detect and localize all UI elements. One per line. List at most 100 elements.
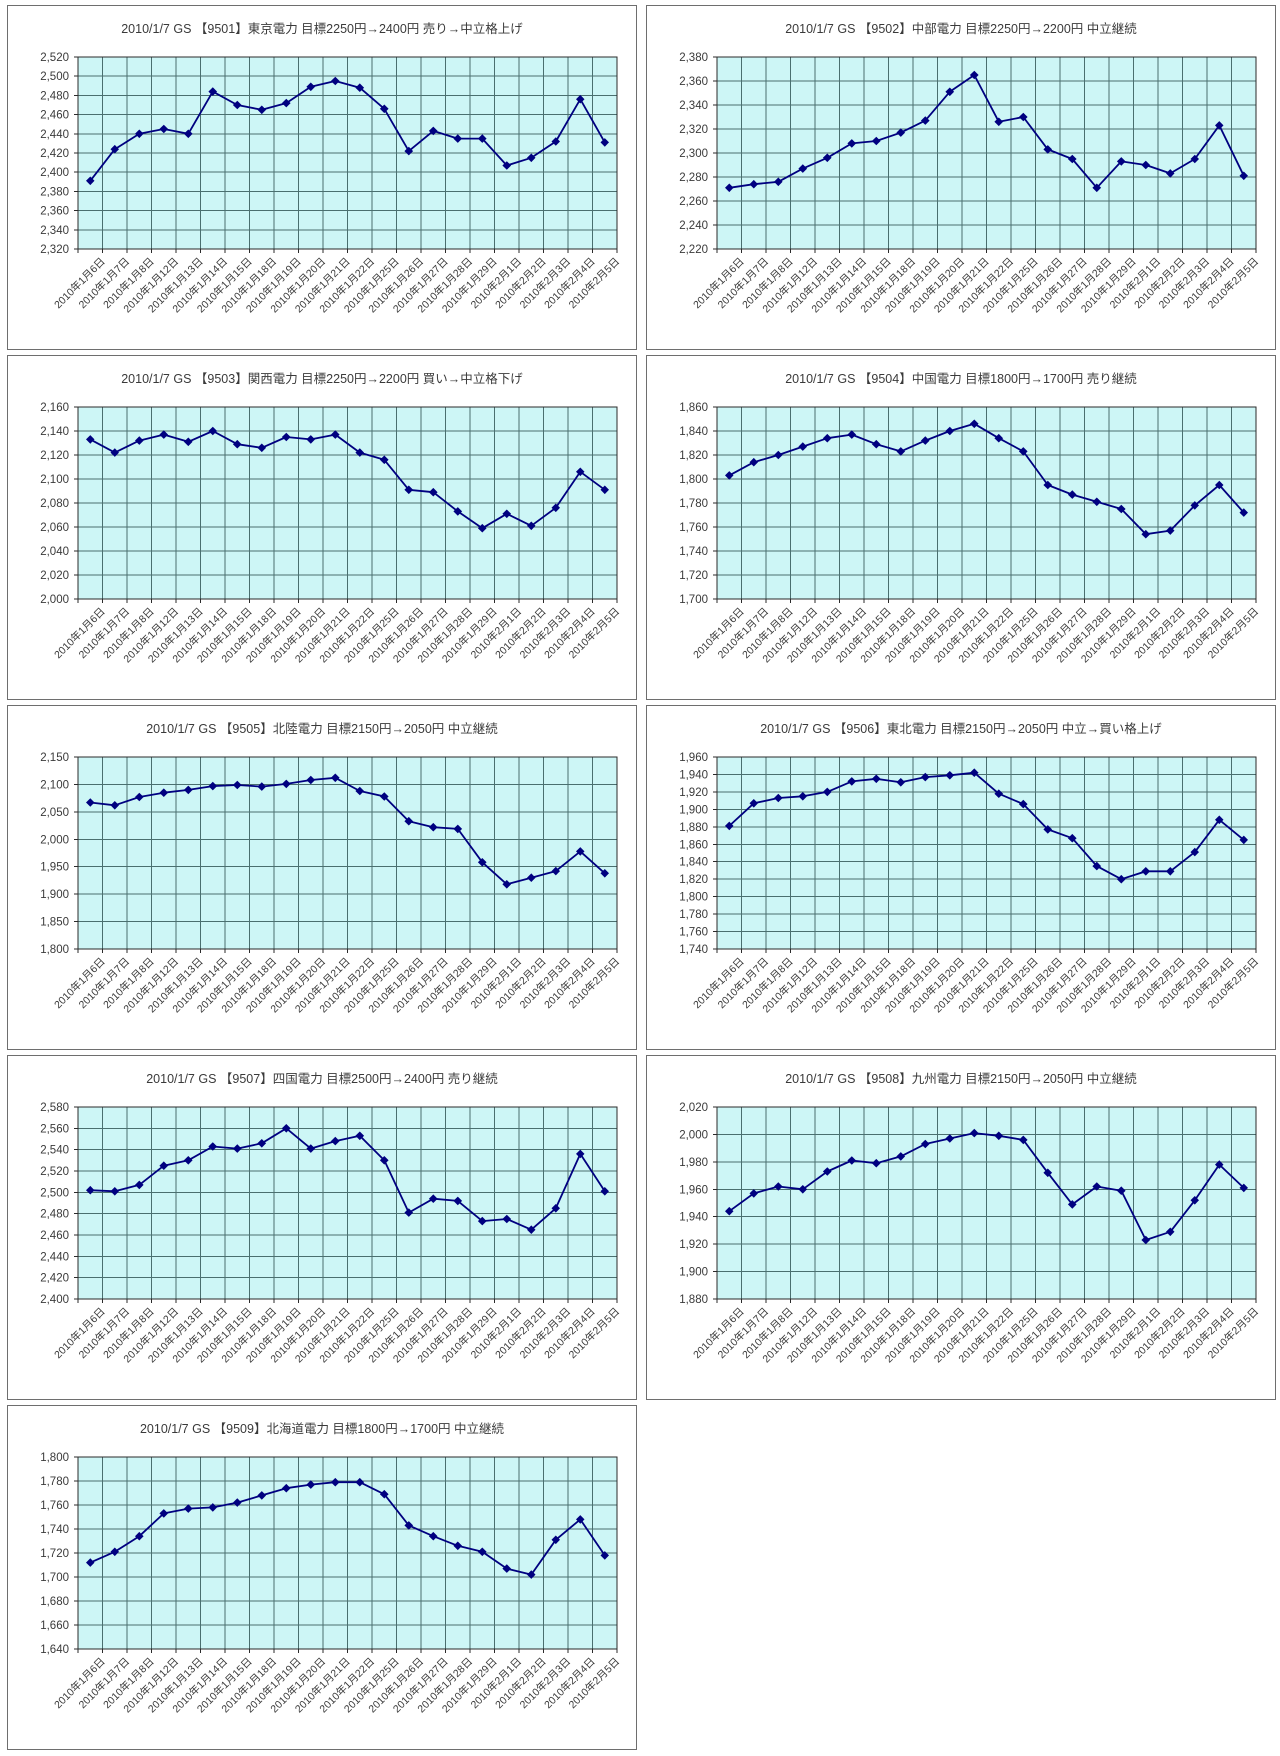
svg-text:1,940: 1,940 bbox=[679, 1212, 708, 1224]
svg-text:1,880: 1,880 bbox=[679, 1294, 708, 1306]
plot-area: 2,000 2,020 2,040 2,060 2,080 2,100 2,120 2,140… bbox=[40, 402, 622, 665]
chart-title: 2010/1/7 GS 【9505】北陸電力 目標2150円→2050円 中立継… bbox=[146, 722, 498, 736]
svg-text:1,760: 1,760 bbox=[40, 1500, 69, 1512]
svg-text:1,960: 1,960 bbox=[679, 752, 708, 764]
svg-text:2,020: 2,020 bbox=[40, 570, 69, 582]
gridlines bbox=[78, 757, 617, 949]
svg-text:2,380: 2,380 bbox=[679, 52, 708, 64]
plot-border bbox=[77, 756, 618, 950]
gridlines bbox=[717, 407, 1256, 599]
gridlines bbox=[717, 757, 1256, 949]
svg-text:2,480: 2,480 bbox=[40, 1209, 69, 1221]
axis-ticks bbox=[74, 56, 618, 253]
svg-text:1,760: 1,760 bbox=[679, 522, 708, 534]
svg-text:1,920: 1,920 bbox=[679, 787, 708, 799]
x-axis-labels: 2010年1月6日2010年1月7日2010年1月8日2010年1月12日201… bbox=[51, 255, 622, 315]
svg-text:2,320: 2,320 bbox=[40, 244, 69, 256]
svg-text:1,860: 1,860 bbox=[679, 839, 708, 851]
chart-panel-9503: 2010/1/7 GS 【9503】関西電力 目標2250円→2200円 買い→… bbox=[7, 355, 637, 700]
svg-text:1,800: 1,800 bbox=[679, 474, 708, 486]
svg-text:1,900: 1,900 bbox=[40, 889, 69, 901]
svg-text:2,080: 2,080 bbox=[40, 498, 69, 510]
svg-text:2,480: 2,480 bbox=[40, 90, 69, 102]
svg-text:2,120: 2,120 bbox=[40, 450, 69, 462]
svg-text:1,800: 1,800 bbox=[40, 1452, 69, 1464]
gridlines bbox=[78, 57, 617, 249]
svg-text:2,000: 2,000 bbox=[40, 834, 69, 846]
plot-area: 2,400 2,420 2,440 2,460 2,480 2,500 2,520 2,540… bbox=[40, 1102, 622, 1365]
x-axis-labels: 2010年1月6日2010年1月7日2010年1月8日2010年1月12日201… bbox=[51, 955, 622, 1015]
y-axis-labels: 1,740 1,760 1,780 1,800 1,820 1,840 1,860 1,880… bbox=[679, 752, 708, 956]
svg-text:1,680: 1,680 bbox=[40, 1596, 69, 1608]
y-axis-labels: 2,220 2,240 2,260 2,280 2,300 2,320 2,340 2,360… bbox=[679, 52, 708, 256]
svg-text:2,460: 2,460 bbox=[40, 1230, 69, 1242]
series-line bbox=[728, 771, 1245, 881]
svg-text:1,740: 1,740 bbox=[40, 1524, 69, 1536]
svg-text:2,500: 2,500 bbox=[40, 1187, 69, 1199]
svg-text:1,780: 1,780 bbox=[679, 909, 708, 921]
plot-area: 1,740 1,760 1,780 1,800 1,820 1,840 1,860 1,880… bbox=[679, 752, 1261, 1015]
series-line bbox=[728, 422, 1245, 536]
svg-text:2,060: 2,060 bbox=[40, 522, 69, 534]
svg-text:2,580: 2,580 bbox=[40, 1102, 69, 1114]
chart-panel-9508: 2010/1/7 GS 【9508】九州電力 目標2150円→2050円 中立継… bbox=[646, 1055, 1276, 1400]
chart-title: 2010/1/7 GS 【9502】中部電力 目標2250円→2200円 中立継… bbox=[785, 22, 1137, 36]
plot-area: 1,800 1,850 1,900 1,950 2,000 2,050 2,100 2,150… bbox=[40, 752, 622, 1015]
series-line bbox=[89, 430, 606, 530]
svg-text:2,520: 2,520 bbox=[40, 52, 69, 64]
x-axis-labels: 2010年1月6日2010年1月7日2010年1月8日2010年1月12日201… bbox=[690, 1305, 1261, 1365]
plot-area: 1,640 1,660 1,680 1,700 1,720 1,740 1,760 1,780… bbox=[40, 1452, 622, 1715]
axis-ticks bbox=[713, 1106, 1257, 1303]
plot-border bbox=[77, 56, 618, 250]
axis-ticks bbox=[713, 56, 1257, 253]
x-axis-labels: 2010年1月6日2010年1月7日2010年1月8日2010年1月12日201… bbox=[690, 605, 1261, 665]
chart-panel-9509: 2010/1/7 GS 【9509】北海道電力 目標1800円→1700円 中立… bbox=[7, 1405, 637, 1750]
svg-text:2,520: 2,520 bbox=[40, 1166, 69, 1178]
chart-canvas-9504: 1,700 1,720 1,740 1,760 1,780 1,800 1,820 1,840… bbox=[679, 402, 1261, 665]
svg-text:2,020: 2,020 bbox=[679, 1102, 708, 1114]
svg-text:2,540: 2,540 bbox=[40, 1145, 69, 1157]
svg-text:1,780: 1,780 bbox=[679, 498, 708, 510]
chart-title: 2010/1/7 GS 【9504】中国電力 目標1800円→1700円 売り継… bbox=[785, 372, 1137, 386]
svg-text:1,920: 1,920 bbox=[679, 1239, 708, 1251]
svg-text:2,040: 2,040 bbox=[40, 546, 69, 558]
svg-text:2,300: 2,300 bbox=[679, 148, 708, 160]
chart-panel-9505: 2010/1/7 GS 【9505】北陸電力 目標2150円→2050円 中立継… bbox=[7, 705, 637, 1050]
plot-area: 2,220 2,240 2,260 2,280 2,300 2,320 2,340 2,360… bbox=[679, 52, 1261, 315]
svg-text:1,840: 1,840 bbox=[679, 857, 708, 869]
chart-title: 2010/1/7 GS 【9501】東京電力 目標2250円→2400円 売り→… bbox=[121, 22, 523, 36]
x-axis-labels: 2010年1月6日2010年1月7日2010年1月8日2010年1月12日201… bbox=[51, 605, 622, 665]
svg-text:2,360: 2,360 bbox=[40, 206, 69, 218]
x-axis-labels: 2010年1月6日2010年1月7日2010年1月8日2010年1月12日201… bbox=[51, 1305, 622, 1365]
svg-text:2,440: 2,440 bbox=[40, 1251, 69, 1263]
svg-text:1,850: 1,850 bbox=[40, 917, 69, 929]
svg-text:1,720: 1,720 bbox=[40, 1548, 69, 1560]
plot-border bbox=[716, 406, 1257, 600]
svg-text:2,440: 2,440 bbox=[40, 129, 69, 141]
x-axis-labels: 2010年1月6日2010年1月7日2010年1月8日2010年1月12日201… bbox=[690, 255, 1261, 315]
chart-canvas-9509: 1,640 1,660 1,680 1,700 1,720 1,740 1,760 1,780… bbox=[40, 1452, 622, 1715]
x-axis-labels: 2010年1月6日2010年1月7日2010年1月8日2010年1月12日201… bbox=[51, 1655, 622, 1715]
svg-text:1,700: 1,700 bbox=[40, 1572, 69, 1584]
svg-text:1,820: 1,820 bbox=[679, 874, 708, 886]
chart-canvas-9507: 2,400 2,420 2,440 2,460 2,480 2,500 2,520 2,540… bbox=[40, 1102, 622, 1365]
svg-text:1,900: 1,900 bbox=[679, 1267, 708, 1279]
svg-text:1,900: 1,900 bbox=[679, 804, 708, 816]
plot-border bbox=[77, 406, 618, 600]
chart-panel-9504: 2010/1/7 GS 【9504】中国電力 目標1800円→1700円 売り継… bbox=[646, 355, 1276, 700]
svg-text:1,780: 1,780 bbox=[40, 1476, 69, 1488]
svg-text:2,000: 2,000 bbox=[40, 594, 69, 606]
svg-text:2,400: 2,400 bbox=[40, 1294, 69, 1306]
chart-panel-9501: 2010/1/7 GS 【9501】東京電力 目標2250円→2400円 売り→… bbox=[7, 5, 637, 350]
svg-text:2,100: 2,100 bbox=[40, 779, 69, 791]
chart-canvas-9503: 2,000 2,020 2,040 2,060 2,080 2,100 2,120 2,140… bbox=[40, 402, 622, 665]
chart-title: 2010/1/7 GS 【9509】北海道電力 目標1800円→1700円 中立… bbox=[139, 1422, 505, 1436]
series-line bbox=[89, 1481, 606, 1576]
svg-text:2,140: 2,140 bbox=[40, 426, 69, 438]
svg-text:1,640: 1,640 bbox=[40, 1644, 69, 1656]
svg-text:2,340: 2,340 bbox=[679, 100, 708, 112]
series-line bbox=[90, 1127, 606, 1231]
plot-border bbox=[716, 1106, 1257, 1300]
svg-text:2,050: 2,050 bbox=[40, 807, 69, 819]
svg-text:2,100: 2,100 bbox=[40, 474, 69, 486]
